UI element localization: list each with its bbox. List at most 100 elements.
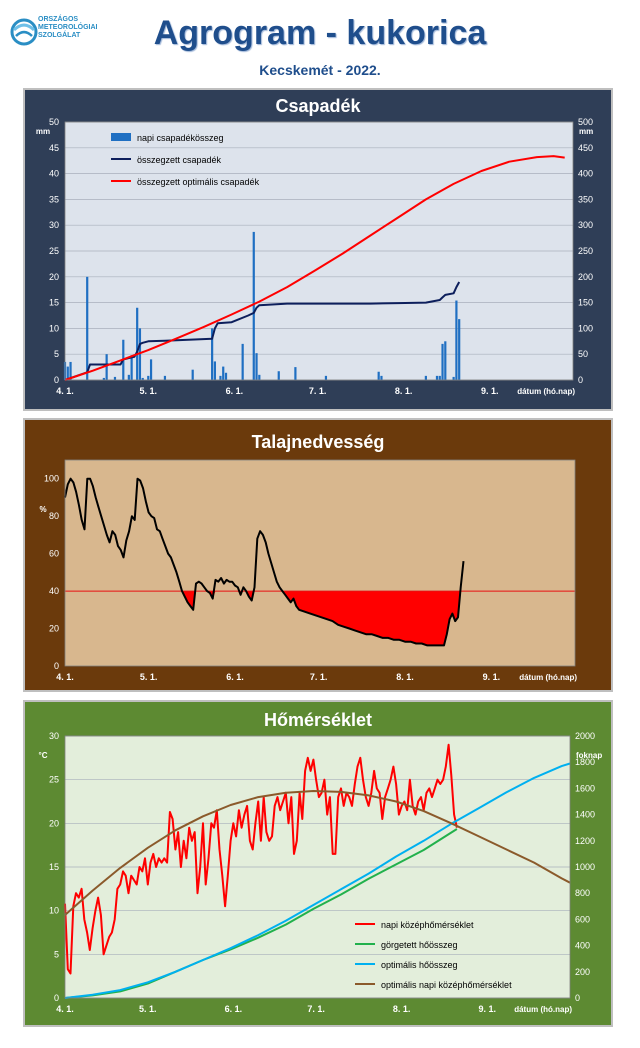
y-tick-label-right: 600 [575,914,590,924]
y-tick-label-right: 500 [578,117,593,127]
x-tick-label: 7. 1. [310,672,328,682]
precipitation-bar [441,343,444,380]
x-tick-label: 6. 1. [226,672,244,682]
y-tick-label-left: 0 [54,993,59,1003]
page-subtitle: Kecskemét - 2022. [259,62,381,78]
y-tick-label-right: 450 [578,143,593,153]
y-tick-label-left: 40 [49,586,59,596]
temperature-panel: Hőmérséklet 0 5 10 15 20 25 30 °C 0 200 400 600 800 10… [23,700,613,1027]
x-tick-label: 8. 1. [393,1004,411,1014]
legend-label: optimális napi középhőmérséklet [381,980,512,990]
y-tick-label-left: 10 [49,323,59,333]
y-tick-label-left: 20 [49,624,59,634]
y-tick-label-left: 20 [49,818,59,828]
precipitation-bar [458,319,461,380]
series-line [64,477,465,647]
y-tick-label-left: 10 [49,906,59,916]
x-tick-label: 5. 1. [139,1004,157,1014]
y-tick-label-right: 250 [578,246,593,256]
precipitation-bar [113,376,117,380]
precipitation-bar [277,371,280,380]
precipitation-bar [255,353,258,380]
legend-label: optimális hőösszeg [381,960,458,970]
precipitation-bar [438,375,441,380]
legend-label: összegzett optimális csapadék [137,177,260,187]
deficit-area [182,591,196,610]
x-axis-label: dátum (hó.nap) [517,387,575,396]
y-tick-label-right: 2000 [575,731,595,741]
precipitation-bar [211,328,214,380]
x-tick-label: 6. 1. [225,1004,243,1014]
x-tick-label: 4. 1. [56,672,74,682]
chart-title: Hőmérséklet [264,710,372,730]
x-tick-label: 7. 1. [307,1004,325,1014]
precipitation-bar [136,307,139,380]
y-tick-label-right: 50 [578,349,588,359]
precipitation-chart: Csapadék05101520253035404550mm0501001502… [25,90,611,409]
y-tick-label-right: 400 [575,941,590,951]
series-line [64,281,461,381]
y-tick-label-right: 1200 [575,836,595,846]
precipitation-bar [86,276,89,380]
precipitation-bar [213,361,217,380]
x-tick-label: 7. 1. [309,386,327,396]
x-tick-label: 5. 1. [140,386,158,396]
y-tick-label-left: 25 [49,246,59,256]
series-line [64,155,565,381]
precipitation-bar [455,300,458,380]
y-tick-label-left: 30 [49,731,59,741]
y-tick-label-left: 0 [54,375,59,385]
precipitation-bar [377,371,380,380]
y-tick-label-left: 50 [49,117,59,127]
y-tick-label-left: 15 [49,298,59,308]
omsz-logo-icon [10,18,38,46]
y-axis-unit-left: % [39,505,46,514]
y-tick-label-left: 45 [49,143,59,153]
x-tick-label: 4. 1. [56,1004,74,1014]
precipitation-bar [149,359,153,380]
legend-label: görgetett hőösszeg [381,940,458,950]
x-tick-label: 5. 1. [140,672,158,682]
x-tick-label: 9. 1. [483,672,501,682]
legend-label: napi csapadékösszeg [137,133,224,143]
precipitation-bar [102,377,105,380]
header: ORSZÁGOS METEOROLÓGIAI SZOLGÁLAT Agrogra… [0,0,640,86]
y-tick-label-right: 1000 [575,862,595,872]
y-axis-unit-left: °C [39,751,48,760]
precipitation-bar [163,375,167,380]
soil-moisture-panel: Talajnedvesség 0 20 40 60 80 100% 4. 1. 5. 1. 6. … [23,418,613,692]
precipitation-bar [219,375,222,380]
y-tick-label-right: 300 [578,220,593,230]
y-tick-label-left: 30 [49,220,59,230]
precipitation-bar [258,374,261,380]
y-axis-unit-right: foknap [576,751,602,760]
precipitation-bar [69,361,72,380]
plot-frame [64,735,571,999]
legend-swatch [111,133,131,141]
y-tick-label-right: 100 [578,323,593,333]
y-tick-label-left: 0 [54,661,59,671]
x-axis-label: dátum (hó.nap) [519,673,577,682]
precipitation-bar [66,366,69,380]
x-tick-label: 4. 1. [56,386,74,396]
legend-label: napi középhőmérséklet [381,920,474,930]
y-tick-label-right: 1800 [575,757,595,767]
y-axis-unit-left: mm [36,127,50,136]
y-tick-label-right: 200 [575,967,590,977]
legend-label: összegzett csapadék [137,155,222,165]
x-tick-label: 6. 1. [226,386,244,396]
page-title: Agrogram - kukorica [153,14,487,52]
y-tick-label-right: 350 [578,194,593,204]
y-tick-label-left: 60 [49,549,59,559]
y-tick-label-right: 400 [578,169,593,179]
chart-title: Talajnedvesség [252,432,385,452]
y-axis-unit-right: mm [579,127,593,136]
y-tick-label-right: 800 [575,888,590,898]
y-tick-label-left: 5 [54,949,59,959]
y-tick-label-right: 1400 [575,810,595,820]
precipitation-bar [252,231,255,380]
precipitation-bar [424,375,427,380]
y-tick-label-left: 80 [49,511,59,521]
series-line [64,790,571,916]
plot-area [65,460,575,666]
